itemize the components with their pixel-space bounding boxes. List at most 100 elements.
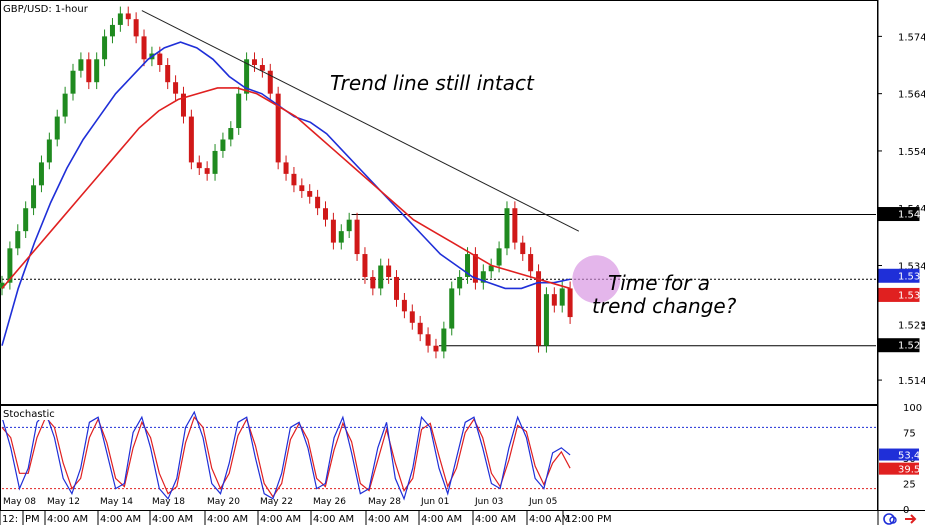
price-badge-label: 1.5429 <box>898 210 925 221</box>
time-label[interactable]: 12:00 PM <box>565 514 612 525</box>
candle-body <box>425 334 431 346</box>
tradingview-logo-icon[interactable] <box>883 513 897 525</box>
candle-body <box>165 65 171 83</box>
candle-body <box>291 173 297 186</box>
scroll-right-arrow-icon[interactable] <box>905 514 917 524</box>
candle-body <box>386 265 392 277</box>
stochastic-k-line <box>1 410 571 501</box>
candle-body <box>520 242 526 255</box>
candle-body <box>7 248 13 283</box>
candle-body <box>307 191 313 197</box>
date-label: Jun 01 <box>420 497 449 507</box>
candle-body <box>543 294 549 346</box>
candlesticks <box>0 6 573 359</box>
candle-body <box>496 248 502 266</box>
price-tick-label: 1.5640 <box>898 90 925 101</box>
price-axis[interactable]: 1.57401.56401.55401.54401.53401.52351.51… <box>878 32 925 387</box>
ma-slow-line <box>1 87 571 290</box>
date-label: May 12 <box>47 497 80 507</box>
moving-averages <box>1 41 571 346</box>
candle-body <box>472 254 478 283</box>
candle-body <box>401 299 407 312</box>
price-pane <box>0 0 878 405</box>
time-label[interactable]: 4:00 AM <box>152 514 193 525</box>
stochastic-lines <box>1 410 876 501</box>
candle-body <box>330 219 336 243</box>
price-tick-label: 1.5340 <box>898 262 925 273</box>
candle-body <box>70 70 76 94</box>
price-badge-label: 1.5200 <box>898 341 925 352</box>
candle-body <box>267 70 273 94</box>
candle-body <box>46 139 52 163</box>
highlight-circle <box>572 255 621 304</box>
candle-body <box>275 93 281 163</box>
time-label[interactable]: 4:00 AM <box>529 514 570 525</box>
stochastic-tick-label: 0 <box>903 505 909 516</box>
time-label[interactable]: 4:00 AM <box>313 514 354 525</box>
candle-body <box>551 294 557 306</box>
candle-body <box>433 345 439 352</box>
candle-body <box>362 254 368 277</box>
candle-body <box>244 59 250 94</box>
candle-body <box>31 185 37 209</box>
candle-body <box>109 24 115 37</box>
highlight-layer <box>572 255 621 304</box>
candle-body <box>157 53 163 66</box>
candle-body <box>251 59 257 66</box>
candle-body <box>338 231 344 243</box>
stochastic-badge <box>879 462 919 475</box>
candle-body <box>141 36 147 60</box>
candle-body <box>488 265 494 272</box>
stochastic-badge-label: 53.40 <box>898 451 925 462</box>
date-label: May 26 <box>313 497 346 507</box>
stochastic-badge-label: 39.57 <box>898 465 925 476</box>
candle-body <box>259 65 265 71</box>
candle-body <box>346 219 352 232</box>
stochastic-tick-label: 75 <box>903 429 916 440</box>
candle-body <box>62 93 68 117</box>
annotation-trend-change: trend change? <box>592 294 737 318</box>
time-label[interactable]: 4:00 AM <box>475 514 516 525</box>
price-tick-label: 1.5540 <box>898 147 925 158</box>
time-axis[interactable]: May 08 May 12 May 14 May 18 May 20 May 22 May … <box>0 497 612 525</box>
candle-body <box>378 265 384 289</box>
annotation-trendline: Trend line still intact <box>330 71 535 95</box>
candle-body <box>133 19 139 37</box>
candle-body <box>188 116 194 163</box>
time-label[interactable]: 4:00 AM <box>421 514 462 525</box>
candle-body <box>323 208 329 220</box>
candle-body <box>409 311 415 323</box>
candle-body <box>54 116 60 140</box>
time-label[interactable]: 4:00 AM <box>47 514 88 525</box>
candle-body <box>117 13 123 25</box>
time-label[interactable]: PM <box>25 514 40 525</box>
candle-body <box>504 208 510 249</box>
candle-body <box>236 93 242 129</box>
candle-body <box>528 254 534 272</box>
candle-body <box>15 231 21 249</box>
stochastic-tick-label: 100 <box>903 403 922 414</box>
candle-body <box>299 185 305 192</box>
price-badge <box>878 287 920 302</box>
annotation-time-for-a: Time for a <box>608 271 710 295</box>
candle-body <box>180 93 186 117</box>
time-label[interactable]: 4:00 AM <box>260 514 301 525</box>
candle-body <box>417 322 423 335</box>
candle-body <box>212 150 218 174</box>
time-label[interactable]: 4:00 AM <box>100 514 141 525</box>
candle-body <box>465 254 471 277</box>
time-label[interactable]: 4:00 AM <box>207 514 248 525</box>
candle-body <box>354 219 360 255</box>
candle-body <box>370 276 376 289</box>
candle-body <box>394 276 400 300</box>
date-label: Jun 03 <box>474 497 503 507</box>
time-label[interactable]: 4:00 AM <box>368 514 409 525</box>
candle-body <box>173 82 179 94</box>
time-label[interactable]: 12: <box>2 514 18 525</box>
date-label: May 20 <box>207 497 240 507</box>
candle-body <box>23 208 29 232</box>
candle-body <box>228 128 234 140</box>
date-label: May 14 <box>100 497 133 507</box>
